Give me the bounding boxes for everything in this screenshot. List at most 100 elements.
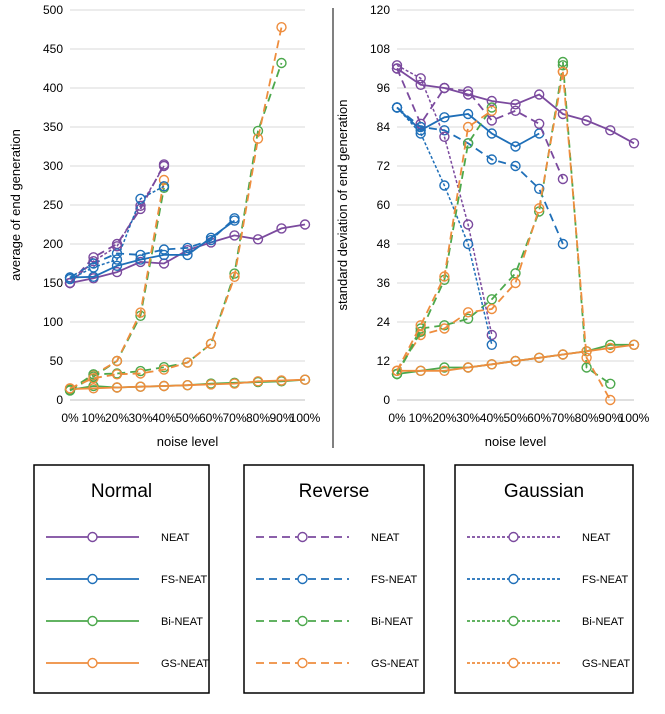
- data-point: [605, 339, 616, 350]
- legend-title: Gaussian: [504, 481, 584, 502]
- data-point: [205, 338, 217, 349]
- series-reverse-neat: [64, 159, 170, 289]
- y-tick-label: 84: [377, 120, 391, 134]
- y-tick-label: 350: [43, 120, 63, 134]
- data-point: [628, 339, 640, 350]
- data-point: [510, 277, 521, 289]
- data-point: [510, 141, 521, 152]
- data-point: [158, 380, 170, 392]
- data-point: [182, 249, 193, 261]
- x-tick-label: 90%: [269, 411, 293, 425]
- data-point: [391, 102, 403, 113]
- y-tick-label: 36: [377, 276, 391, 290]
- right-chart: 0 12 24 36 48 60 72 84 96 108 120 0% 10% 20% 30% 40% 50%…: [335, 3, 650, 449]
- data-point: [581, 346, 592, 357]
- series-gaussian-gs-neat-line: [396, 110, 493, 372]
- x-tick-label: 40%: [152, 411, 176, 425]
- data-point: [486, 359, 497, 370]
- data-point: [439, 82, 450, 94]
- series-reverse-gs-neat-line: [396, 71, 564, 372]
- x-tick-label: 30%: [456, 411, 480, 425]
- x-tick-label: 20%: [105, 411, 129, 425]
- y-tick-label: 24: [377, 315, 391, 329]
- y-tick-label: 0: [56, 393, 63, 407]
- data-point: [88, 383, 99, 394]
- data-point: [135, 254, 146, 265]
- series-gaussian-bi-neat-line: [69, 62, 283, 391]
- legend-label: FS-NEAT: [161, 574, 208, 586]
- data-point: [462, 86, 474, 97]
- series-gaussian-neat-line: [396, 64, 493, 336]
- legend-label: Bi-NEAT: [371, 616, 413, 628]
- data-point: [88, 262, 99, 273]
- data-point: [111, 355, 123, 367]
- series-reverse-fs-neat-line: [396, 106, 564, 245]
- data-point: [439, 271, 450, 282]
- series-gaussian-gs-neat-line: [69, 27, 283, 390]
- series-gaussian-neat: [64, 160, 170, 289]
- data-point: [486, 102, 497, 113]
- x-tick-label: 80%: [575, 411, 599, 425]
- legend-box-normal: Normal NEAT FS-NEAT Bi-NEAT GS-NEAT: [33, 464, 210, 694]
- data-point: [111, 254, 123, 265]
- data-point: [605, 394, 616, 406]
- data-point: [158, 174, 170, 186]
- data-point: [252, 133, 264, 144]
- data-point: [88, 369, 99, 380]
- series-gaussian-gs-neat-line: [562, 71, 612, 401]
- y-tick-label: 450: [43, 42, 63, 56]
- legend-swatch-marker: [297, 615, 308, 627]
- legend: Normal NEAT FS-NEAT Bi-NEAT GS-NEAT Reverse NE…: [33, 464, 634, 694]
- legend-swatch-marker: [87, 657, 98, 669]
- data-point: [158, 364, 170, 375]
- data-point: [486, 303, 497, 315]
- series-gaussian-bi-neat: [64, 57, 287, 396]
- legend-label: NEAT: [161, 532, 190, 544]
- data-point: [557, 66, 569, 78]
- x-axis-title: noise level: [157, 434, 219, 449]
- x-tick-label: 0%: [388, 411, 406, 425]
- data-point: [252, 234, 264, 245]
- legend-label: GS-NEAT: [161, 658, 209, 670]
- legend-swatch-marker: [87, 573, 98, 585]
- data-point: [557, 238, 569, 250]
- x-tick-label: 100%: [619, 411, 650, 425]
- data-point: [534, 203, 545, 214]
- data-point: [158, 160, 170, 172]
- legend-item-bi-neat: Bi-NEAT: [467, 615, 624, 628]
- data-point: [182, 380, 193, 391]
- y-axis-title: average of end generation: [8, 129, 23, 281]
- data-point: [182, 242, 193, 254]
- series-gaussian-fs-neat: [391, 102, 497, 350]
- y-tick-label: 100: [43, 315, 63, 329]
- legend-swatch-marker: [508, 573, 519, 585]
- data-point: [229, 378, 240, 389]
- legend-swatch-marker: [297, 657, 308, 669]
- data-point: [276, 57, 287, 69]
- y-tick-label: 50: [50, 354, 64, 368]
- legend-swatch-marker: [87, 531, 98, 543]
- x-tick-label: 40%: [480, 411, 504, 425]
- x-tick-label: 20%: [432, 411, 456, 425]
- x-tick-label: 80%: [246, 411, 270, 425]
- series-normal-gs-neat-line: [69, 378, 306, 390]
- x-tick-label: 100%: [290, 411, 321, 425]
- data-point: [276, 22, 287, 33]
- series-reverse-gs-neat-line: [69, 179, 165, 390]
- data-point: [486, 128, 497, 139]
- data-point: [510, 99, 521, 110]
- data-point: [510, 355, 521, 367]
- series-gaussian-fs-neat-line: [396, 106, 493, 345]
- data-point: [158, 244, 170, 255]
- series-reverse-bi-neat: [64, 182, 170, 396]
- data-point: [276, 375, 287, 386]
- series-reverse-neat: [391, 63, 569, 185]
- data-point: [229, 230, 240, 241]
- legend-label: FS-NEAT: [371, 574, 418, 586]
- series-normal-gs-neat: [391, 339, 640, 376]
- legend-item-fs-neat: FS-NEAT: [256, 573, 418, 586]
- data-point: [391, 60, 403, 71]
- y-tick-label: 300: [43, 159, 63, 173]
